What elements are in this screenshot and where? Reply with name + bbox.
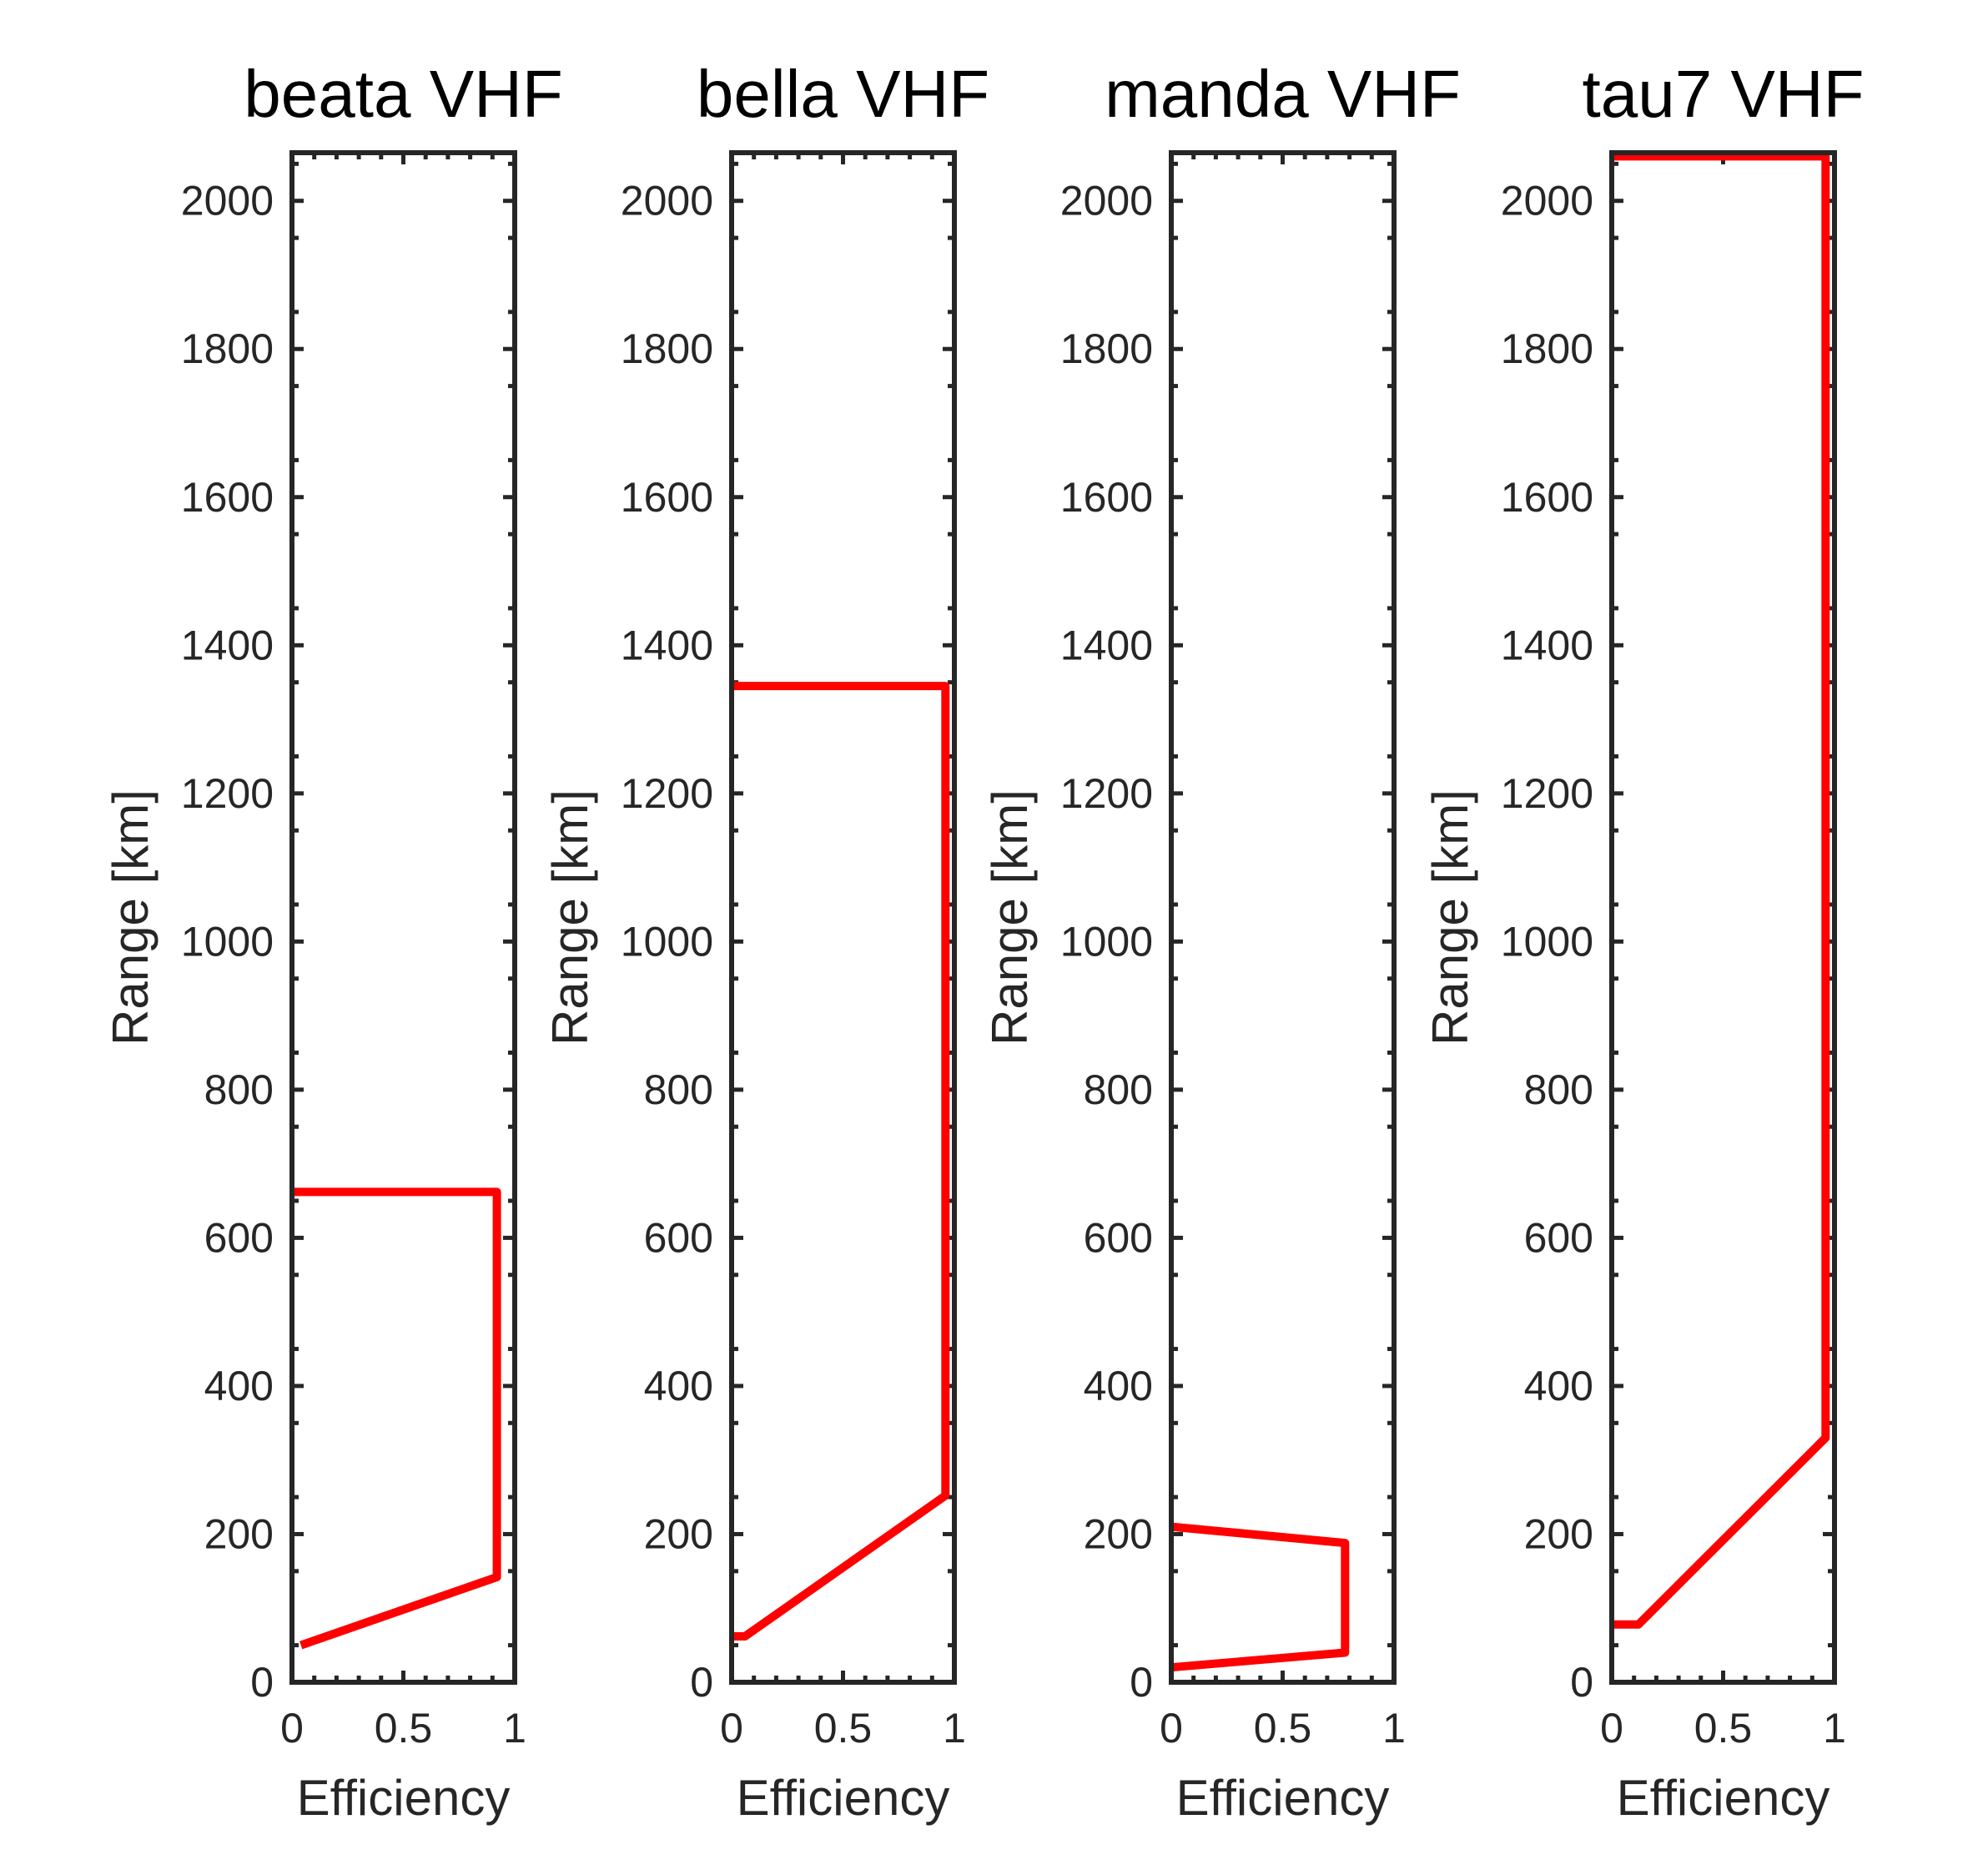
chart-title: manda VHF (1105, 57, 1461, 131)
x-tick-label: 0 (280, 1705, 304, 1752)
y-axis-label: Range [km] (1422, 789, 1478, 1046)
data-line (1612, 152, 1830, 1629)
y-tick-label: 600 (1084, 1214, 1153, 1261)
y-tick-label: 200 (204, 1510, 274, 1557)
y-tick-label: 2000 (1501, 178, 1593, 224)
x-tick-label: 0.5 (1254, 1705, 1312, 1752)
data-line (292, 1187, 501, 1650)
chart-title: beata VHF (244, 57, 562, 131)
y-tick-label: 400 (204, 1363, 274, 1409)
y-axis-label: Range [km] (542, 789, 598, 1046)
chart-panel-2: bella VHF 0 200 400 600 800 1000 1200 1400 1600 18… (542, 57, 989, 1826)
y-tick-label: 1400 (1501, 622, 1593, 668)
y-axis-label: Range [km] (982, 789, 1038, 1046)
x-tick-label: 0 (1600, 1705, 1623, 1752)
y-tick-label: 1400 (621, 622, 713, 668)
y-tick-label: 800 (644, 1066, 713, 1113)
chart-panel-1: beata VHF 0 200 400 600 800 1000 1200 1400 1600 18… (103, 57, 563, 1826)
y-tick-label: 600 (204, 1214, 274, 1261)
x-tick-label: 1 (503, 1705, 526, 1752)
y-tick-label: 0 (1570, 1659, 1593, 1706)
y-tick-label: 1000 (1501, 918, 1593, 965)
x-tick-label: 0 (720, 1705, 743, 1752)
x-axis-label: Efficiency (737, 1770, 950, 1826)
x-tick-label: 0.5 (814, 1705, 873, 1752)
axes-box (729, 150, 957, 1685)
y-tick-label: 1600 (1060, 474, 1153, 521)
x-tick-label: 0.5 (1694, 1705, 1753, 1752)
y-tick-label: 800 (204, 1066, 274, 1113)
chart-title: tau7 VHF (1583, 57, 1865, 131)
y-tick-label: 600 (1524, 1214, 1593, 1261)
y-tick-label: 0 (1130, 1659, 1153, 1706)
y-tick-label: 1200 (181, 770, 274, 817)
y-tick-label: 1800 (181, 325, 274, 372)
axes-box (289, 150, 517, 1685)
y-tick-label: 1400 (181, 622, 274, 668)
chart-title: bella VHF (697, 57, 989, 131)
y-tick-label: 1400 (1060, 622, 1153, 668)
y-tick-label: 1800 (1060, 325, 1153, 372)
x-tick-label: 1 (943, 1705, 966, 1752)
y-tick-label: 1200 (1501, 770, 1593, 817)
x-axis-label: Efficiency (1617, 1770, 1830, 1826)
data-line (1170, 1522, 1350, 1672)
y-tick-label: 600 (644, 1214, 713, 1261)
x-axis-label: Efficiency (297, 1770, 511, 1826)
y-tick-label: 1800 (1501, 325, 1593, 372)
x-tick-label: 1 (1823, 1705, 1846, 1752)
y-tick-label: 0 (690, 1659, 713, 1706)
chart-panel-4: tau7 VHF 0 200 400 600 800 1000 1200 1400 1600 180… (1422, 57, 1864, 1826)
data-line (732, 682, 950, 1641)
y-tick-label: 1600 (621, 474, 713, 521)
y-tick-label: 200 (1524, 1510, 1593, 1557)
y-tick-label: 1800 (621, 325, 713, 372)
y-axis-label: Range [km] (103, 789, 159, 1046)
y-tick-label: 1200 (1060, 770, 1153, 817)
y-tick-label: 1000 (621, 918, 713, 965)
x-tick-label: 1 (1382, 1705, 1406, 1752)
y-tick-label: 2000 (1060, 178, 1153, 224)
y-tick-label: 400 (1084, 1363, 1153, 1409)
y-tick-label: 0 (250, 1659, 274, 1706)
y-tick-label: 400 (644, 1363, 713, 1409)
x-tick-label: 0 (1160, 1705, 1183, 1752)
x-axis-label: Efficiency (1176, 1770, 1390, 1826)
axes-box (1169, 150, 1397, 1685)
y-tick-label: 2000 (621, 178, 713, 224)
y-tick-label: 1600 (1501, 474, 1593, 521)
y-tick-label: 1600 (181, 474, 274, 521)
y-tick-label: 1000 (181, 918, 274, 965)
y-tick-label: 400 (1524, 1363, 1593, 1409)
y-tick-label: 800 (1524, 1066, 1593, 1113)
y-tick-label: 1200 (621, 770, 713, 817)
y-tick-label: 200 (1084, 1510, 1153, 1557)
chart-panel-3: manda VHF 0 200 400 600 800 1000 1200 1400 1600 18… (982, 57, 1461, 1826)
y-tick-label: 200 (644, 1510, 713, 1557)
y-tick-label: 800 (1084, 1066, 1153, 1113)
axes-box (1609, 150, 1837, 1685)
x-tick-label: 0.5 (375, 1705, 433, 1752)
y-tick-label: 1000 (1060, 918, 1153, 965)
y-tick-label: 2000 (181, 178, 274, 224)
